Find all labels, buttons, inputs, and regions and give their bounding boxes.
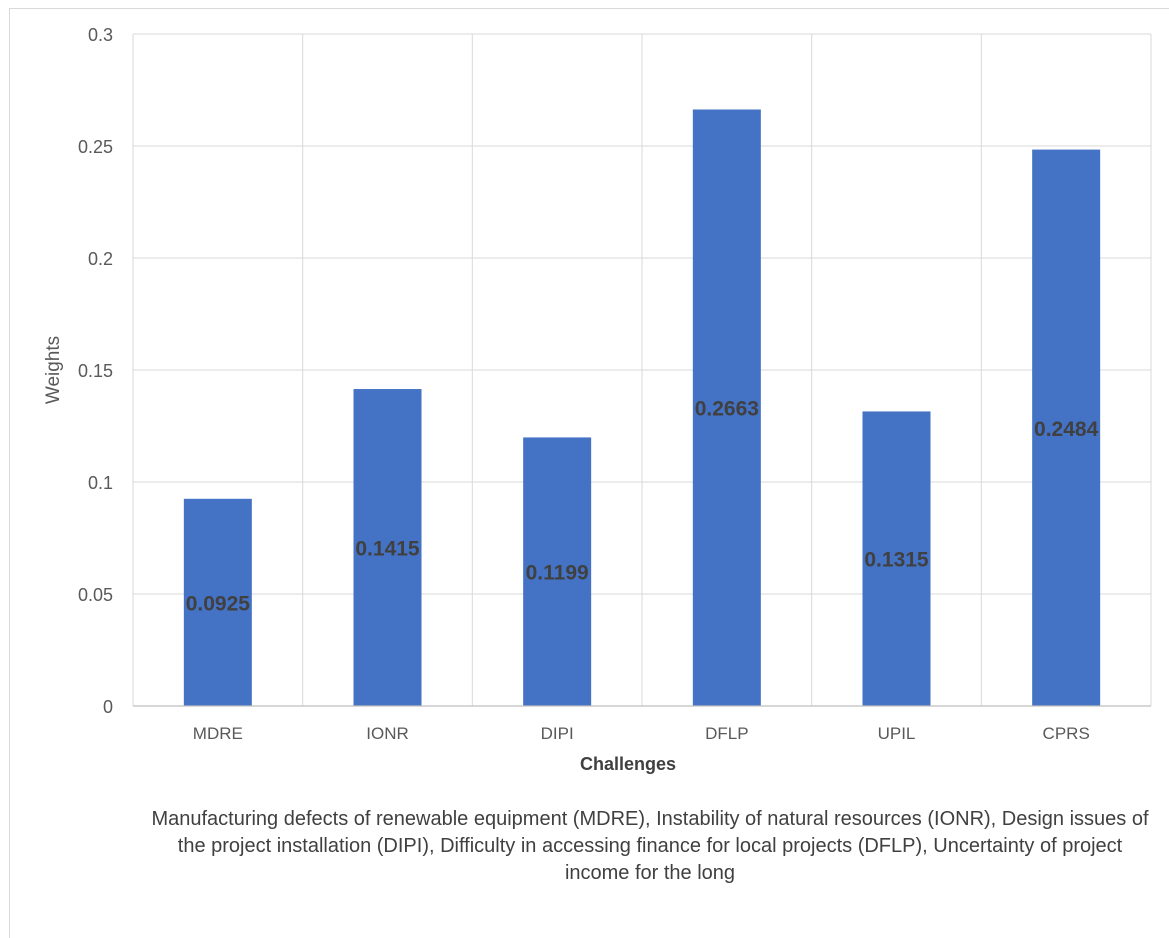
bar [523,437,592,706]
x-tick-label: DIPI [541,724,574,743]
x-tick-label: DFLP [705,724,748,743]
chart-frame [9,8,1169,938]
x-tick-label: MDRE [193,724,243,743]
gridlines [132,33,1152,706]
bar [353,389,422,706]
bar [1032,149,1101,707]
data-label: 0.0925 [186,592,251,615]
x-tick-label: CPRS [1043,724,1090,743]
y-tick-label: 0.25 [78,137,113,157]
bar [862,411,931,706]
bars [183,109,1101,707]
chart-caption: Manufacturing defects of renewable equip… [151,808,1149,884]
y-tick-label: 0.1 [88,473,113,493]
y-axis-title: Weights [43,336,64,404]
y-tick-label: 0.15 [78,361,113,381]
y-tick-label: 0 [103,697,113,717]
bar [692,109,761,707]
data-label: 0.2663 [695,398,759,421]
y-tick-label: 0.2 [88,249,113,269]
data-label: 0.1199 [526,562,589,585]
x-axis-title: Challenges [580,754,676,774]
x-tick-label: IONR [366,724,409,743]
data-labels: 0.0925 0.1415 0.1199 0.2663 0.1315 0.2484 [186,398,1099,616]
x-tick-label: UPIL [878,724,916,743]
axes: 0 0.05 0.1 0.15 0.2 0.25 0.3 MDRE IONR DIPI DFLP UP… [78,25,1151,743]
y-tick-label: 0.3 [88,25,113,45]
bar [183,498,252,706]
y-tick-label: 0.05 [78,585,113,605]
data-label: 0.1315 [864,549,929,572]
data-label: 0.2484 [1034,418,1099,441]
data-label: 0.1415 [355,538,420,561]
